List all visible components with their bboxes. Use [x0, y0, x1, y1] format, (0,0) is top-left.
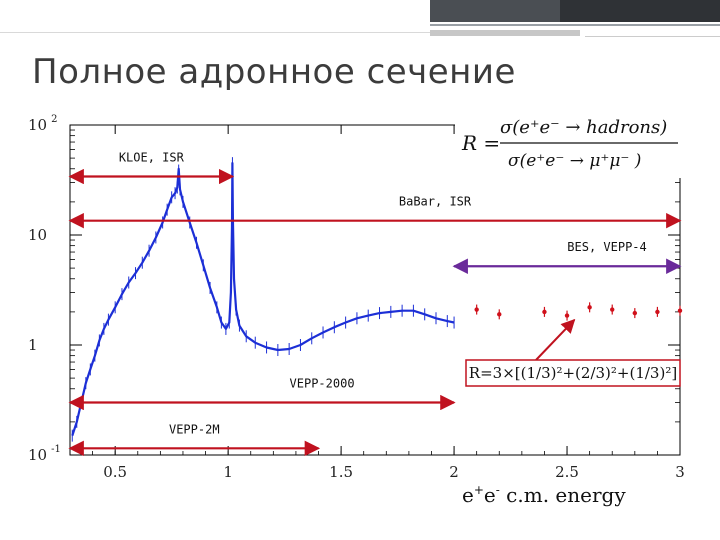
range-label: KLOE, ISR	[119, 151, 185, 165]
y-tick-label: 10 -1	[28, 444, 61, 464]
data-point	[564, 313, 570, 318]
data-point	[677, 308, 683, 313]
plot-frame	[69, 124, 681, 456]
range-label: BaBar, ISR	[399, 195, 472, 209]
x-tick-label: 1	[223, 463, 233, 481]
x-tick-label: 0.5	[103, 463, 127, 481]
y-tick-label: 1	[28, 336, 38, 354]
annotation-box	[465, 359, 681, 387]
annotation-layer: R=3×[(1/3)²+(2/3)²+(1/3)²]	[465, 318, 681, 387]
range-label: VEPP-2M	[169, 422, 220, 436]
y-tick-label: 10	[28, 226, 47, 244]
x-axis-label: e+e- c.m. energy	[462, 483, 626, 507]
range-arrows: KLOE, ISR BaBar, ISR BES, VEPP-4 VEPP-2000 V…	[68, 148, 682, 457]
range-label-bg	[148, 420, 241, 437]
annotation-arrow	[535, 318, 576, 361]
y-tick-label: 10 2	[28, 114, 57, 134]
formula-denominator: σ(e⁺e⁻ → μ⁺μ⁻ )	[508, 151, 641, 171]
r-ratio-formula: R = σ(e⁺e⁻ → hadrons) σ(e⁺e⁻ → μ⁺μ⁻ )	[455, 112, 683, 178]
data-point	[542, 309, 547, 315]
range-label-bg	[389, 192, 481, 209]
data-point	[655, 309, 660, 315]
x-tick-label: 1.5	[329, 463, 353, 481]
range-label-bg	[276, 374, 369, 391]
range-label-bg	[561, 238, 654, 255]
plot-border	[69, 124, 681, 456]
x-tick-label: 2.5	[555, 463, 579, 481]
x-tick-label: 2	[449, 463, 459, 481]
range-label-bg	[105, 148, 198, 165]
data-point	[497, 312, 502, 317]
slide-title: Полное адронное сечение	[32, 52, 516, 92]
range-label: BES, VEPP-4	[567, 240, 646, 254]
data-point	[610, 307, 615, 312]
range-label: VEPP-2000	[290, 377, 355, 391]
annotation-text: R=3×[(1/3)²+(2/3)²+(1/3)²]	[469, 364, 677, 382]
series-layer	[71, 157, 683, 442]
formula-lhs: R =	[461, 131, 500, 155]
x-tick-label: 3	[675, 463, 685, 481]
data-point	[632, 310, 638, 316]
data-point	[474, 307, 479, 312]
formula-numerator: σ(e⁺e⁻ → hadrons)	[500, 117, 667, 138]
header-decoration	[0, 0, 720, 38]
data-point	[587, 305, 592, 310]
